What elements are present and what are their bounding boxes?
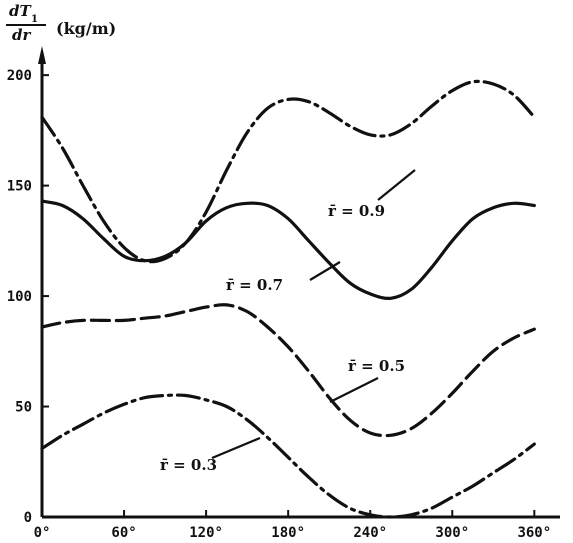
series-line	[40, 79, 536, 264]
x-tick-label: 300°	[435, 525, 469, 541]
ylabel-denominator: dr	[12, 26, 31, 44]
x-tick-label: 360°	[517, 525, 551, 541]
y-tick-label: 200	[7, 68, 32, 84]
series-line	[40, 303, 536, 438]
x-ticks: 0° 60° 120° 180° 240° 300° 360°	[34, 510, 551, 541]
x-tick-label: 240°	[353, 525, 387, 541]
series-label: r̄ = 0.9	[328, 202, 385, 220]
y-ticks: 0 50 100 150 200	[7, 68, 49, 526]
ylabel-unit: (kg/m)	[56, 19, 116, 38]
series-line	[40, 393, 536, 519]
series-label-leader	[309, 261, 341, 281]
ylabel-numerator: dT	[9, 2, 32, 20]
y-axis-title: dT 1 dr (kg/m)	[6, 2, 116, 44]
series-label: r̄ = 0.7	[226, 276, 283, 294]
y-axis-arrow	[38, 46, 46, 64]
y-tick-label: 100	[7, 289, 32, 305]
series-line	[40, 199, 536, 301]
x-tick-label: 60°	[111, 525, 136, 541]
x-tick-label: 120°	[189, 525, 223, 541]
series-label: r̄ = 0.3	[160, 456, 217, 474]
series-label-leader	[377, 169, 416, 201]
y-tick-label: 0	[24, 510, 32, 526]
y-tick-label: 50	[15, 400, 32, 416]
series-label: r̄ = 0.5	[348, 357, 405, 375]
x-tick-label: 180°	[271, 525, 305, 541]
series-label-leader	[211, 436, 261, 460]
series-lines	[40, 79, 536, 519]
y-tick-label: 150	[7, 179, 32, 195]
series-labels: r̄ = 0.9 r̄ = 0.7 r̄ = 0.5 r̄ = 0.3	[160, 169, 416, 474]
ylabel-numerator-sub: 1	[31, 14, 38, 25]
x-tick-label: 0°	[34, 525, 51, 541]
series-label-leader	[329, 377, 379, 403]
